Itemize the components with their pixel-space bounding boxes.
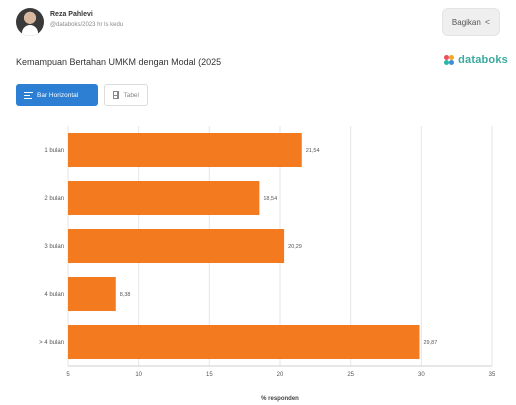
bar[interactable] [68, 229, 285, 263]
avatar[interactable] [16, 8, 44, 36]
bar-chart: 5 10 15 20 25 30 35 1 bulan 21,54 2 bulan 18,54 3 b… [39, 126, 496, 402]
x-tick-label: 15 [206, 372, 213, 378]
x-tick-label: 25 [347, 372, 354, 378]
data-label: 20,29 [288, 244, 302, 250]
category-label: 3 bulan [44, 244, 64, 250]
share-button-label: Bagikan [451, 17, 481, 27]
x-tick-label: 5 [66, 372, 70, 378]
tab-bar-horizontal[interactable]: Bar Horizontal [16, 84, 98, 106]
x-tick-label: 20 [277, 372, 284, 378]
data-label: 18,54 [263, 196, 277, 202]
category-label: > 4 bulan [39, 340, 64, 346]
x-tick-label: 30 [418, 372, 425, 378]
chart-title: Kemampuan Bertahan UMKM dengan Modal (20… [16, 57, 222, 67]
bar[interactable] [68, 277, 116, 311]
post-date: @databoks/2023 hr ls kedu [50, 22, 124, 28]
bar[interactable] [68, 181, 260, 215]
brand-name: databoks [458, 54, 508, 66]
view-tabs: Bar Horizontal Tabel [16, 84, 148, 106]
bar-chart-icon [24, 91, 33, 99]
tab-table[interactable]: Tabel [104, 84, 148, 106]
tab-label: Bar Horizontal [37, 91, 79, 99]
post-header: Reza Pahlevi @databoks/2023 hr ls kedu B… [16, 8, 500, 40]
x-tick-label: 35 [489, 372, 496, 378]
brand-logo: databoks [444, 54, 508, 66]
category-label: 1 bulan [44, 148, 64, 154]
databoks-logo-icon [444, 54, 455, 66]
share-button[interactable]: Bagikan < [442, 8, 500, 36]
table-icon [113, 91, 120, 99]
share-icon: < [484, 17, 491, 27]
x-axis-label: % responden [261, 396, 299, 402]
category-label: 2 bulan [44, 196, 64, 202]
bar[interactable] [68, 133, 302, 167]
data-label: 29,87 [423, 340, 437, 346]
data-label: 21,54 [306, 148, 320, 154]
x-tick-label: 10 [135, 372, 142, 378]
tab-label: Tabel [123, 91, 139, 99]
bar[interactable] [68, 325, 420, 359]
data-label: 8,38 [120, 292, 131, 298]
category-label: 4 bulan [44, 292, 64, 298]
author-name[interactable]: Reza Pahlevi [50, 11, 93, 18]
